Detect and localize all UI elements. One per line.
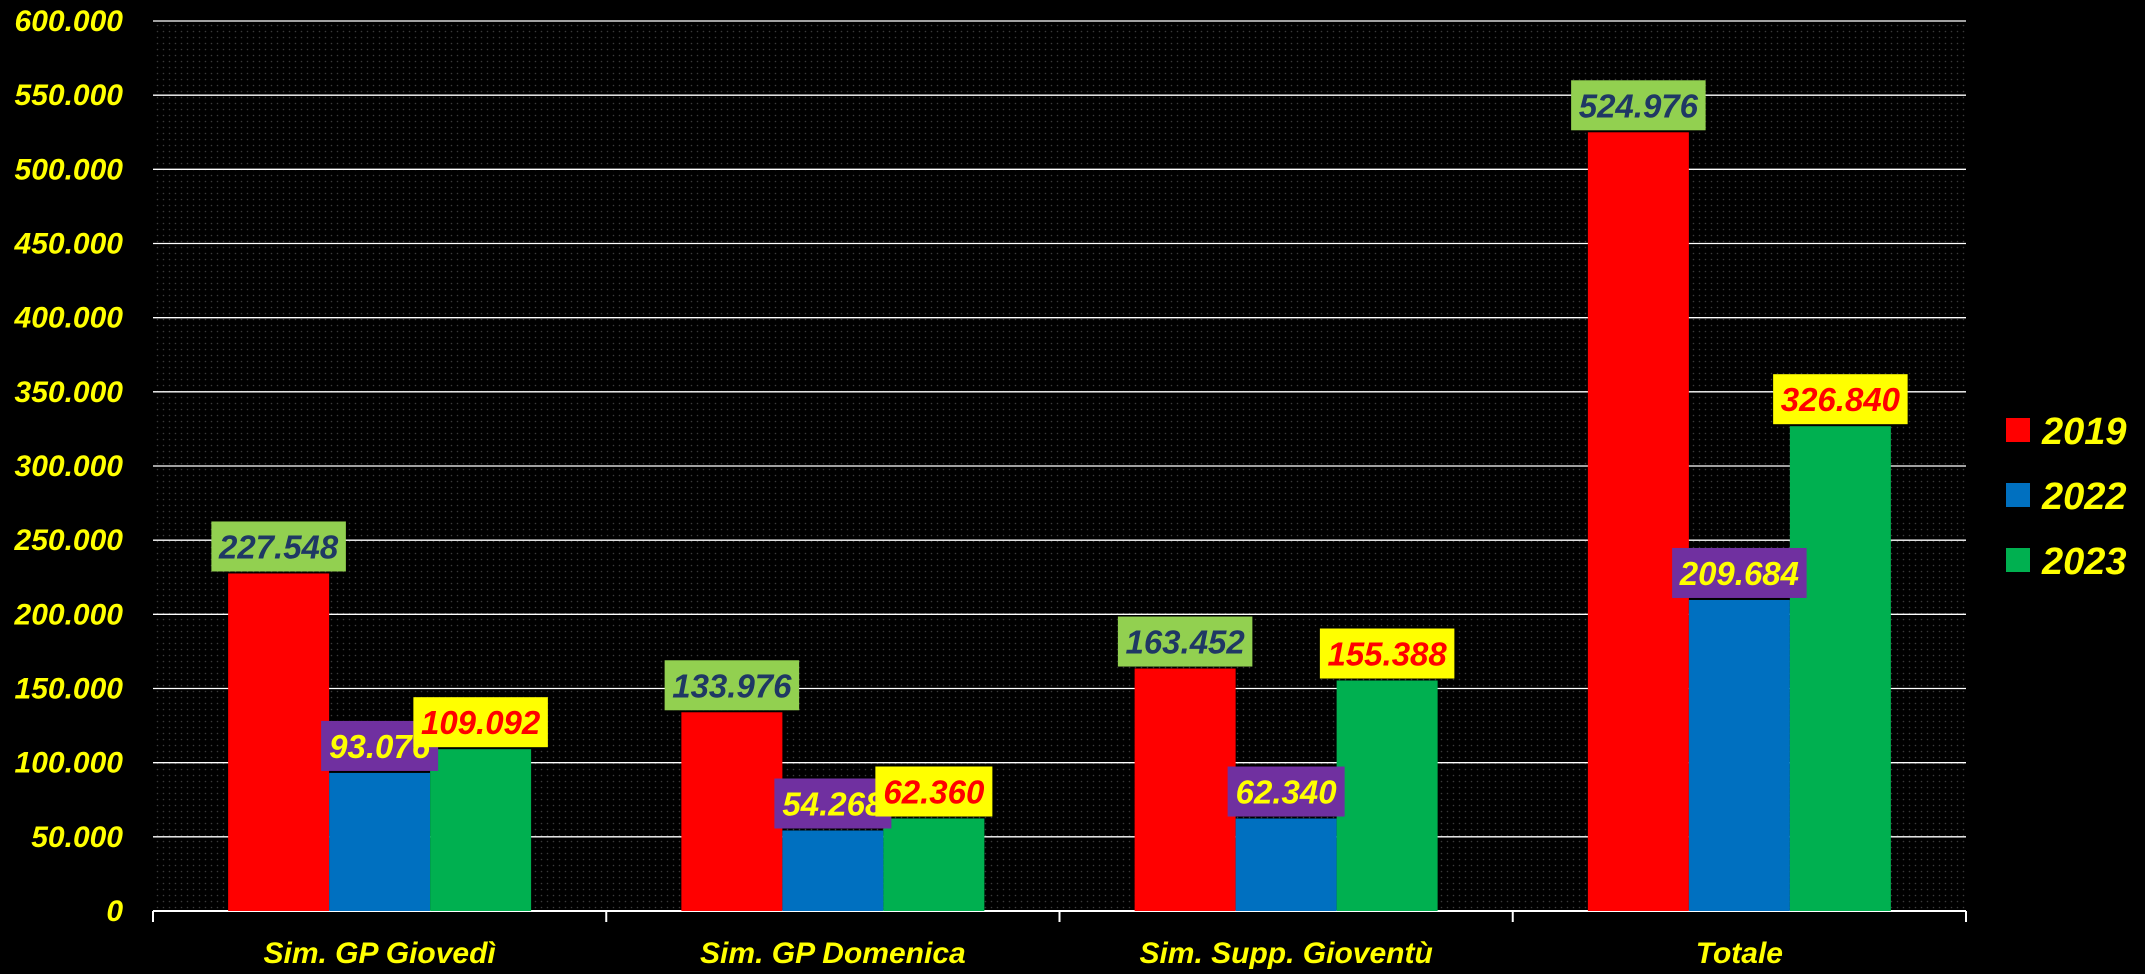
- data-label-text: 524.976: [1579, 87, 1699, 124]
- data-label-2019: 163.452: [1117, 616, 1253, 667]
- y-tick-label: 450.000: [14, 228, 124, 261]
- data-label-box: [1319, 628, 1455, 679]
- y-tick-label: 400.000: [14, 302, 124, 335]
- x-tick-label: Totale: [1696, 937, 1783, 970]
- bar-2019: [228, 573, 330, 911]
- legend-swatch: [2006, 418, 2030, 442]
- bar-2023: [430, 749, 532, 911]
- bars: [228, 132, 1891, 912]
- data-label-box: [875, 766, 993, 817]
- data-labels: 227.548133.976163.452524.97693.07654.268…: [211, 80, 1908, 829]
- y-tick-label: 350.000: [15, 376, 124, 409]
- data-label-text: 163.452: [1125, 624, 1245, 661]
- bar-2023: [883, 818, 985, 911]
- data-label-2022: 54.268: [774, 778, 892, 829]
- bar-2019: [681, 712, 783, 911]
- y-tick-label: 500.000: [15, 153, 124, 186]
- bar-2022: [1688, 599, 1790, 911]
- data-label-box: [1672, 547, 1807, 598]
- bar-2022: [782, 830, 884, 911]
- y-tick-label: 0: [106, 895, 123, 928]
- data-label-text: 109.092: [421, 704, 541, 741]
- bar-2019: [1134, 668, 1236, 911]
- data-label-2023: 326.840: [1773, 374, 1908, 425]
- x-tick-label: Sim. GP Domenica: [700, 937, 966, 970]
- bar-2022: [1235, 818, 1337, 911]
- data-label-box: [1227, 766, 1345, 817]
- data-label-box: [1571, 80, 1706, 131]
- data-label-text: 227.548: [218, 528, 339, 565]
- data-label-box: [1773, 374, 1908, 425]
- y-tick-label: 100.000: [15, 747, 124, 780]
- data-label-2023: 155.388: [1319, 628, 1455, 679]
- legend-item-2022: 2022: [2006, 476, 2127, 518]
- data-label-text: 209.684: [1679, 555, 1799, 592]
- y-tick-label: 50.000: [31, 821, 123, 854]
- y-tick-label: 550.000: [15, 79, 124, 112]
- legend-label: 2022: [2041, 476, 2127, 518]
- data-label-2022: 62.340: [1227, 766, 1345, 817]
- legend-label: 2019: [2041, 411, 2127, 453]
- data-label-text: 54.268: [782, 786, 884, 823]
- data-label-text: 133.976: [672, 667, 792, 704]
- data-label-text: 155.388: [1327, 636, 1447, 673]
- legend: 2019 2022 2023: [2006, 411, 2127, 583]
- y-tick-label: 250.000: [14, 524, 124, 557]
- legend-item-2019: 2019: [2006, 411, 2127, 453]
- data-label-text: 326.840: [1781, 381, 1901, 418]
- legend-swatch: [2006, 483, 2030, 507]
- bar-2019: [1587, 132, 1689, 912]
- data-label-box: [211, 521, 346, 572]
- y-axis: 0 50.000 100.000 150.000 200.000 250.000 300.0…: [14, 5, 124, 928]
- data-label-2022: 209.684: [1672, 547, 1807, 598]
- data-label-2019: 133.976: [664, 660, 800, 711]
- legend-swatch: [2006, 548, 2030, 572]
- y-tick-label: 200.000: [14, 598, 124, 631]
- y-tick-label: 600.000: [15, 5, 124, 38]
- legend-label: 2023: [2041, 541, 2127, 583]
- data-label-2019: 524.976: [1571, 80, 1706, 131]
- x-axis: Sim. GP Giovedì Sim. GP Domenica Sim. Supp…: [152, 910, 1967, 970]
- data-label-text: 62.340: [1236, 774, 1338, 811]
- data-label-2023: 109.092: [413, 697, 548, 748]
- data-label-box: [774, 778, 892, 829]
- legend-item-2023: 2023: [2006, 541, 2127, 583]
- data-label-text: 62.360: [883, 773, 985, 810]
- y-tick-label: 300.000: [15, 450, 124, 483]
- data-label-2023: 62.360: [875, 766, 993, 817]
- bar-2023: [1789, 426, 1891, 911]
- data-label-2019: 227.548: [211, 521, 346, 572]
- data-label-box: [664, 660, 800, 711]
- x-tick-label: Sim. GP Giovedì: [263, 937, 496, 970]
- bar-2022: [329, 772, 431, 911]
- data-label-box: [1117, 616, 1253, 667]
- bar-2023: [1336, 680, 1438, 911]
- data-label-box: [413, 697, 548, 748]
- y-tick-label: 150.000: [15, 673, 124, 706]
- x-tick-label: Sim. Supp. Gioventù: [1139, 937, 1432, 970]
